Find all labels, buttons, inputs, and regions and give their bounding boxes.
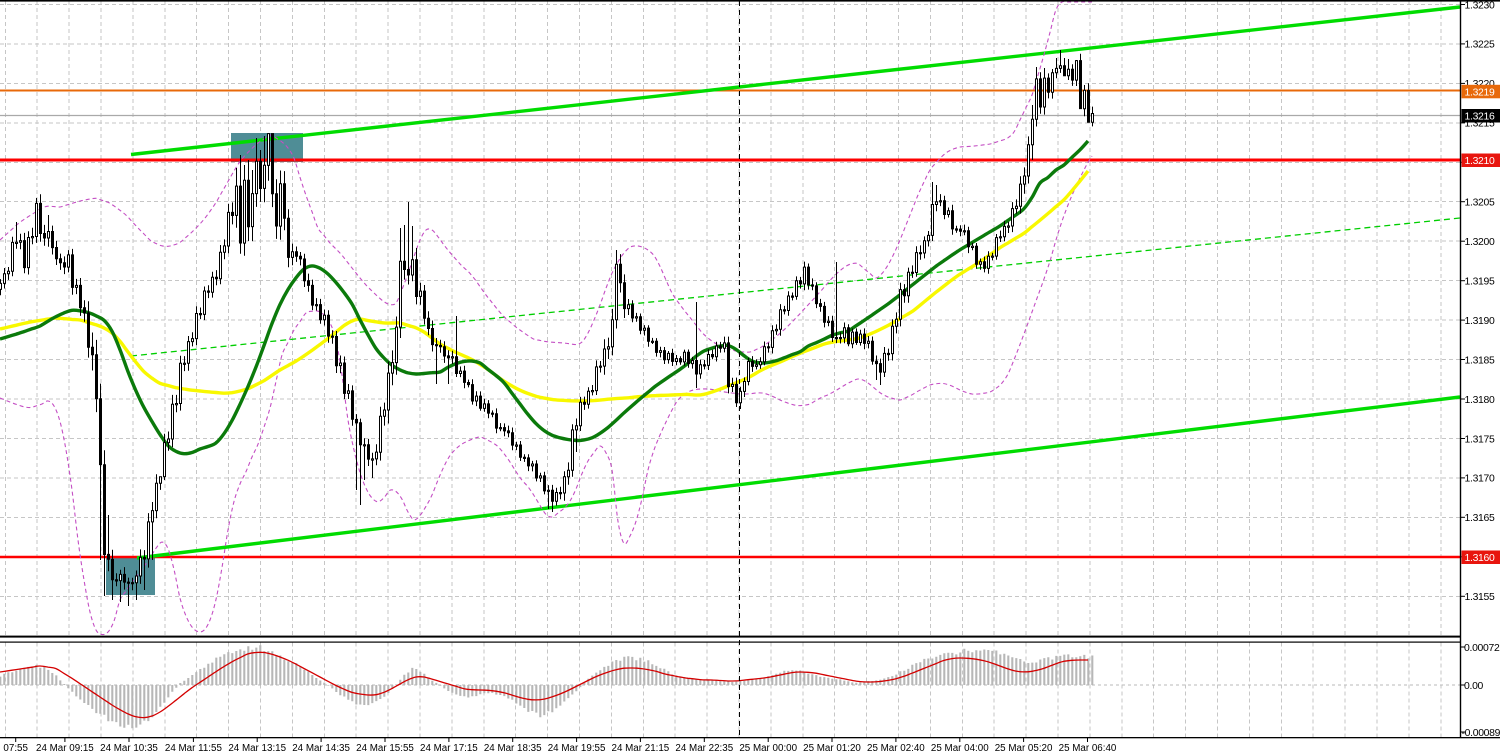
svg-text:24 Mar 22:35: 24 Mar 22:35 bbox=[675, 743, 733, 754]
svg-text:0.00: 0.00 bbox=[1464, 681, 1484, 692]
svg-text:25 Mar 02:40: 25 Mar 02:40 bbox=[867, 743, 925, 754]
svg-text:1.3219: 1.3219 bbox=[1465, 88, 1496, 99]
svg-text:1.3165: 1.3165 bbox=[1465, 513, 1496, 524]
svg-text:1.3230: 1.3230 bbox=[1465, 0, 1496, 11]
svg-text:1.3220: 1.3220 bbox=[1465, 79, 1496, 90]
svg-text:1.3216: 1.3216 bbox=[1465, 112, 1496, 123]
svg-text:24 Mar 21:15: 24 Mar 21:15 bbox=[612, 743, 670, 754]
svg-text:24 Mar 09:15: 24 Mar 09:15 bbox=[36, 743, 94, 754]
svg-text:24 Mar 19:55: 24 Mar 19:55 bbox=[548, 743, 606, 754]
svg-text:1.3180: 1.3180 bbox=[1465, 395, 1496, 406]
svg-text:1.3205: 1.3205 bbox=[1465, 198, 1496, 209]
svg-text:24 Mar 18:35: 24 Mar 18:35 bbox=[484, 743, 542, 754]
svg-text:1.3225: 1.3225 bbox=[1465, 40, 1496, 51]
svg-text:1.3170: 1.3170 bbox=[1465, 474, 1496, 485]
svg-text:25 Mar 05:20: 25 Mar 05:20 bbox=[995, 743, 1053, 754]
svg-text:1.3215: 1.3215 bbox=[1465, 119, 1496, 130]
svg-text:1.3160: 1.3160 bbox=[1465, 553, 1496, 564]
svg-text:1.3190: 1.3190 bbox=[1465, 316, 1496, 327]
svg-text:24 Mar 10:35: 24 Mar 10:35 bbox=[100, 743, 158, 754]
svg-text:24 Mar 13:15: 24 Mar 13:15 bbox=[228, 743, 286, 754]
svg-text:25 Mar 01:20: 25 Mar 01:20 bbox=[803, 743, 861, 754]
svg-text:07:55: 07:55 bbox=[3, 743, 28, 754]
svg-text:-0.00089: -0.00089 bbox=[1462, 728, 1500, 739]
svg-text:1.3210: 1.3210 bbox=[1465, 156, 1496, 167]
svg-text:1.3195: 1.3195 bbox=[1465, 277, 1496, 288]
svg-text:25 Mar 00:00: 25 Mar 00:00 bbox=[739, 743, 797, 754]
svg-text:1.3200: 1.3200 bbox=[1465, 237, 1496, 248]
svg-text:25 Mar 06:40: 25 Mar 06:40 bbox=[1059, 743, 1117, 754]
svg-text:24 Mar 14:35: 24 Mar 14:35 bbox=[292, 743, 350, 754]
svg-text:1.3175: 1.3175 bbox=[1465, 434, 1496, 445]
svg-text:24 Mar 15:55: 24 Mar 15:55 bbox=[356, 743, 414, 754]
svg-text:1.3185: 1.3185 bbox=[1465, 355, 1496, 366]
svg-text:0.00072: 0.00072 bbox=[1464, 643, 1500, 654]
svg-text:25 Mar 04:00: 25 Mar 04:00 bbox=[931, 743, 989, 754]
svg-text:24 Mar 17:15: 24 Mar 17:15 bbox=[420, 743, 478, 754]
svg-text:24 Mar 11:55: 24 Mar 11:55 bbox=[165, 743, 223, 754]
svg-text:1.3155: 1.3155 bbox=[1465, 592, 1496, 603]
